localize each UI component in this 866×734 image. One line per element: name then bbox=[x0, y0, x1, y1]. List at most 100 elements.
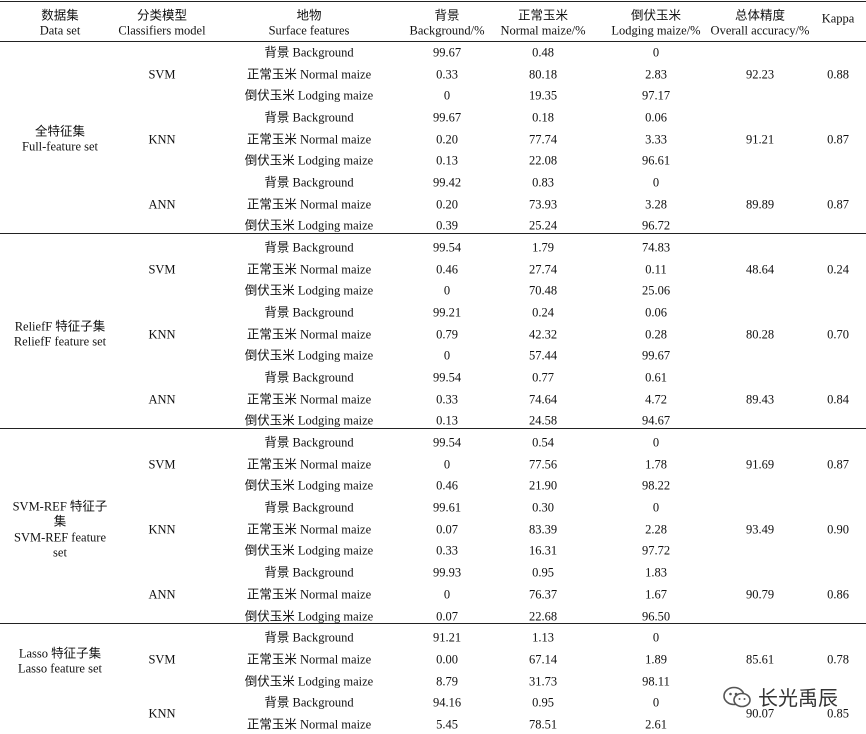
overall-accuracy: 91.69 bbox=[745, 457, 775, 472]
surface-feature: 背景 Background bbox=[264, 565, 354, 580]
kappa: 0.87 bbox=[827, 132, 849, 147]
cell-value: 0.33 bbox=[436, 543, 458, 558]
cell-value: 99.21 bbox=[432, 305, 462, 320]
header-en: Kappa bbox=[821, 11, 855, 26]
surface-feature: 正常玉米 Normal maize bbox=[246, 197, 372, 212]
kappa: 0.24 bbox=[827, 262, 849, 277]
surface-feature: 倒伏玉米 Lodging maize bbox=[244, 348, 374, 363]
cell-value: 2.83 bbox=[645, 67, 667, 82]
group-rule bbox=[0, 428, 866, 429]
cell-value: 0 bbox=[652, 435, 660, 450]
cell-value: 91.21 bbox=[432, 630, 462, 645]
classifier-name: SVM bbox=[148, 262, 176, 277]
classifier-name: SVM bbox=[148, 67, 176, 82]
cell-value: 99.54 bbox=[432, 435, 462, 450]
surface-feature: 背景 Background bbox=[264, 305, 354, 320]
surface-feature: 正常玉米 Normal maize bbox=[246, 717, 372, 732]
cell-value: 0.30 bbox=[532, 500, 554, 515]
watermark: 长光禹辰 bbox=[722, 682, 838, 711]
header-zh: 分类模型 bbox=[136, 8, 188, 23]
surface-feature: 倒伏玉米 Lodging maize bbox=[244, 218, 374, 233]
classifier-name: SVM bbox=[148, 457, 176, 472]
cell-value: 25.06 bbox=[641, 283, 671, 298]
cell-value: 0.18 bbox=[532, 110, 554, 125]
dataset-name: set bbox=[53, 545, 67, 560]
cell-value: 0.06 bbox=[645, 305, 667, 320]
dataset-name: 集 bbox=[53, 514, 67, 529]
cell-value: 0 bbox=[652, 500, 660, 515]
cell-value: 0.20 bbox=[436, 132, 458, 147]
surface-feature: 正常玉米 Normal maize bbox=[246, 652, 372, 667]
classifier-name: ANN bbox=[148, 197, 176, 212]
header-en: Surface features bbox=[268, 23, 350, 38]
cell-value: 0.39 bbox=[436, 218, 458, 233]
cell-value: 77.74 bbox=[528, 132, 558, 147]
overall-accuracy: 93.49 bbox=[745, 522, 775, 537]
overall-accuracy: 90.07 bbox=[745, 706, 775, 721]
header-en: Background/% bbox=[409, 23, 485, 38]
dataset-name: ReliefF 特征子集 bbox=[14, 319, 106, 334]
overall-accuracy: 85.61 bbox=[745, 652, 775, 667]
kappa: 0.86 bbox=[827, 587, 849, 602]
cell-value: 3.33 bbox=[645, 132, 667, 147]
cell-value: 1.78 bbox=[645, 457, 667, 472]
overall-accuracy: 89.89 bbox=[745, 197, 775, 212]
surface-feature: 正常玉米 Normal maize bbox=[246, 132, 372, 147]
cell-value: 0 bbox=[443, 457, 451, 472]
cell-value: 99.67 bbox=[432, 110, 462, 125]
surface-feature: 背景 Background bbox=[264, 695, 354, 710]
classifier-name: KNN bbox=[148, 706, 176, 721]
cell-value: 74.83 bbox=[641, 240, 671, 255]
cell-value: 0 bbox=[443, 587, 451, 602]
cell-value: 99.54 bbox=[432, 370, 462, 385]
cell-value: 1.89 bbox=[645, 652, 667, 667]
kappa: 0.78 bbox=[827, 652, 849, 667]
classifier-name: ANN bbox=[148, 587, 176, 602]
dataset-name: Lasso 特征子集 bbox=[18, 646, 102, 661]
cell-value: 70.48 bbox=[528, 283, 558, 298]
surface-feature: 背景 Background bbox=[264, 435, 354, 450]
header-zh: 正常玉米 bbox=[517, 8, 569, 23]
cell-value: 0.95 bbox=[532, 695, 554, 710]
cell-value: 94.16 bbox=[432, 695, 462, 710]
cell-value: 98.22 bbox=[641, 478, 671, 493]
header-en: Normal maize/% bbox=[500, 23, 586, 38]
surface-feature: 正常玉米 Normal maize bbox=[246, 457, 372, 472]
cell-value: 22.68 bbox=[528, 609, 558, 624]
header-en: Overall accuracy/% bbox=[710, 23, 810, 38]
top-rule bbox=[0, 1, 866, 2]
cell-value: 97.17 bbox=[641, 88, 671, 103]
surface-feature: 背景 Background bbox=[264, 240, 354, 255]
header-zh: 倒伏玉米 bbox=[630, 8, 682, 23]
cell-value: 1.67 bbox=[645, 587, 667, 602]
cell-value: 22.08 bbox=[528, 153, 558, 168]
cell-value: 0 bbox=[443, 283, 451, 298]
cell-value: 0 bbox=[652, 695, 660, 710]
header-rule bbox=[0, 41, 866, 42]
cell-value: 98.11 bbox=[642, 674, 670, 689]
cell-value: 99.61 bbox=[432, 500, 462, 515]
cell-value: 5.45 bbox=[436, 717, 458, 732]
cell-value: 99.67 bbox=[432, 45, 462, 60]
cell-value: 0.11 bbox=[645, 262, 667, 277]
cell-value: 0.07 bbox=[436, 609, 458, 624]
kappa: 0.84 bbox=[827, 392, 849, 407]
surface-feature: 正常玉米 Normal maize bbox=[246, 587, 372, 602]
cell-value: 0.28 bbox=[645, 327, 667, 342]
dataset-name: SVM-REF feature bbox=[14, 530, 106, 545]
surface-feature: 背景 Background bbox=[264, 630, 354, 645]
cell-value: 97.72 bbox=[641, 543, 671, 558]
cell-value: 27.74 bbox=[528, 262, 558, 277]
cell-value: 99.93 bbox=[432, 565, 462, 580]
group-rule bbox=[0, 233, 866, 234]
cell-value: 67.14 bbox=[528, 652, 558, 667]
header-en: Classifiers model bbox=[118, 23, 206, 38]
cell-value: 99.67 bbox=[641, 348, 671, 363]
watermark-icon bbox=[723, 686, 751, 707]
cell-value: 0.79 bbox=[436, 327, 458, 342]
cell-value: 0.33 bbox=[436, 67, 458, 82]
cell-value: 2.61 bbox=[645, 717, 667, 732]
cell-value: 0.33 bbox=[436, 392, 458, 407]
classifier-name: SVM bbox=[148, 652, 176, 667]
